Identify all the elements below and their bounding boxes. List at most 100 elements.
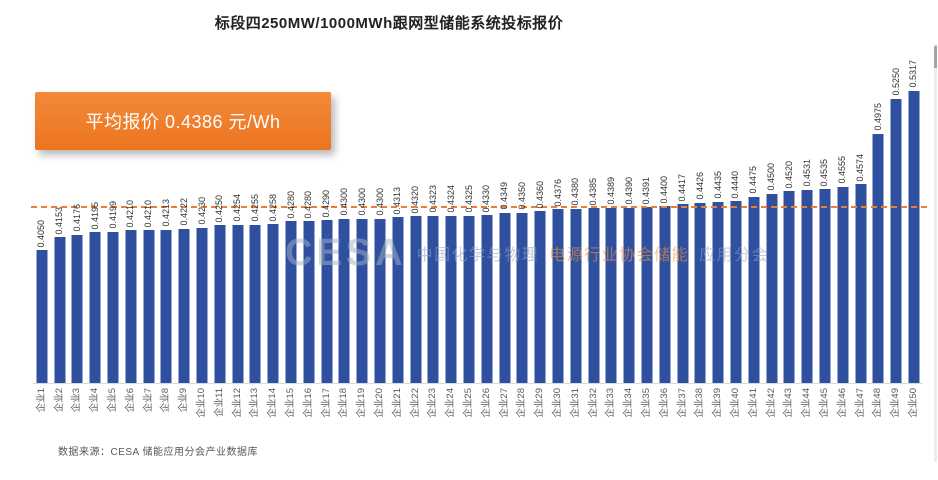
x-axis-label-slot: 企业50: [905, 388, 923, 418]
bar-column: 0.4500: [763, 46, 781, 383]
bar: [303, 221, 315, 383]
bar: [499, 212, 511, 383]
bar: [54, 237, 66, 383]
average-dashed-line: [31, 206, 929, 209]
x-axis-label-slot: 企业21: [389, 388, 407, 418]
bar-column: 0.4520: [780, 46, 798, 383]
x-axis-label: 企业18: [338, 388, 350, 418]
x-axis-label: 企业16: [302, 388, 314, 418]
bar-value-label: 0.4380: [570, 178, 581, 206]
x-axis-label: 企业26: [480, 388, 492, 418]
bar: [837, 186, 849, 383]
x-axis-label: 企业42: [765, 388, 777, 418]
x-axis-label-slot: 企业13: [247, 388, 265, 418]
bar-column: 0.4300: [336, 46, 354, 383]
bar: [427, 216, 439, 383]
bar-value-label: 0.4222: [178, 198, 189, 226]
scrollbar-thumb[interactable]: [934, 46, 937, 68]
bar-column: 0.4290: [318, 46, 336, 383]
x-axis-label: 企业6: [124, 388, 136, 413]
x-axis-label-slot: 企业18: [336, 388, 354, 418]
bar-column: 0.4350: [514, 46, 532, 383]
bar-column: 0.4199: [104, 46, 122, 383]
bar-value-label: 0.4325: [463, 185, 474, 213]
bar-column: 0.4330: [478, 46, 496, 383]
bar-value-label: 0.4050: [36, 219, 47, 248]
bar-value-label: 0.4258: [267, 193, 278, 222]
x-axis-label: 企业7: [142, 388, 154, 413]
x-axis-label: 企业47: [854, 388, 866, 418]
bar-column: 0.4222: [175, 46, 193, 383]
x-axis-label-slot: 企业25: [460, 388, 478, 418]
x-axis-label: 企业49: [890, 388, 902, 418]
bar: [570, 208, 582, 383]
scrollbar-track[interactable]: [934, 44, 937, 462]
bar-column: 0.4400: [656, 46, 674, 383]
x-axis-label-slot: 企业38: [691, 388, 709, 418]
bar-column: 0.4426: [691, 46, 709, 383]
bar-column: 0.4250: [211, 46, 229, 383]
x-axis-label: 企业39: [712, 388, 724, 418]
x-axis-label-slot: 企业27: [496, 388, 514, 418]
bar-value-label: 0.4535: [819, 158, 830, 187]
x-axis-label-slot: 企业12: [229, 388, 247, 418]
x-axis-label-slot: 企业6: [122, 388, 140, 418]
x-axis-label-slot: 企业49: [887, 388, 905, 418]
bar: [267, 224, 279, 383]
bar-column: 0.4475: [745, 46, 763, 383]
bar-value-label: 0.4176: [71, 204, 82, 232]
x-axis-label: 企业13: [249, 388, 261, 418]
bar: [214, 225, 226, 383]
x-axis-label: 企业43: [783, 388, 795, 418]
x-axis-label-slot: 企业34: [620, 388, 638, 418]
bar-value-label: 0.4500: [766, 163, 777, 191]
x-axis-label: 企业36: [658, 388, 670, 418]
x-axis-label-slot: 企业5: [104, 388, 122, 418]
bar: [89, 232, 101, 383]
bar: [356, 218, 368, 383]
x-axis-label: 企业1: [35, 388, 47, 413]
x-axis-label: 企业14: [267, 388, 279, 418]
x-axis-label: 企业31: [569, 388, 581, 418]
bar-value-label: 0.4417: [677, 173, 688, 202]
bar-column: 0.4313: [389, 46, 407, 383]
bar: [623, 207, 635, 383]
bar-value-label: 0.4195: [89, 201, 100, 230]
bar-value-label: 0.4324: [445, 185, 456, 213]
x-axis-label: 企业45: [818, 388, 830, 418]
bar-value-label: 0.4390: [623, 177, 634, 205]
bar-column: 0.4195: [86, 46, 104, 383]
bar-column: 0.4349: [496, 46, 514, 383]
bar-value-label: 0.4210: [125, 199, 136, 228]
bar: [249, 224, 261, 383]
x-axis-label-slot: 企业15: [282, 388, 300, 418]
bar-value-label: 0.4426: [694, 172, 705, 201]
source-note: 数据来源：CESA 储能应用分会产业数据库: [58, 447, 258, 458]
x-axis-label-slot: 企业3: [69, 388, 87, 418]
x-axis-label: 企业33: [605, 388, 617, 418]
bar: [534, 211, 546, 383]
x-axis-label: 企业44: [801, 388, 813, 418]
bar-value-label: 0.4440: [730, 170, 741, 199]
x-axis-label: 企业4: [89, 388, 101, 413]
bar-value-label: 0.4360: [534, 180, 545, 209]
bar-value-label: 0.4213: [160, 199, 171, 227]
bar-column: 0.4440: [727, 46, 745, 383]
bar: [463, 215, 475, 383]
x-axis-label-slot: 企业47: [852, 388, 870, 418]
bar-column: 0.4230: [193, 46, 211, 383]
bar-value-label: 0.4376: [552, 178, 563, 207]
x-axis-label: 企业28: [516, 388, 528, 418]
bar: [819, 189, 831, 383]
x-axis-label: 企业8: [160, 388, 172, 413]
bar-column: 0.4555: [834, 46, 852, 383]
x-axis-label-slot: 企业46: [834, 388, 852, 418]
x-axis-label: 企业3: [71, 388, 83, 413]
bar-column: 0.4254: [229, 46, 247, 383]
bar-column: 0.4255: [247, 46, 265, 383]
average-price-callout: 平均报价 0.4386 元/Wh: [35, 92, 331, 150]
bar: [445, 215, 457, 383]
bar-value-label: 0.4385: [588, 177, 599, 206]
bar-column: 0.5250: [887, 46, 905, 383]
x-axis-label-slot: 企业48: [869, 388, 887, 418]
